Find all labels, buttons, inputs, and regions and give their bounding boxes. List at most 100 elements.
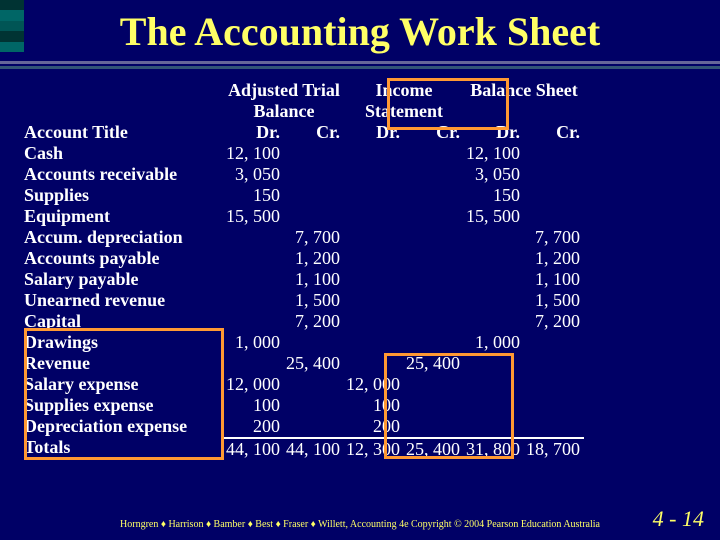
value-cell <box>404 164 464 185</box>
table-row: Equipment15, 50015, 500 <box>24 206 584 227</box>
value-cell <box>344 269 404 290</box>
value-cell: 15, 500 <box>464 206 524 227</box>
value-cell: 12, 000 <box>344 374 404 395</box>
account-title-cell: Equipment <box>24 206 224 227</box>
value-cell: 3, 050 <box>224 164 284 185</box>
value-cell: 25, 400 <box>284 353 344 374</box>
value-cell <box>404 290 464 311</box>
value-cell <box>524 395 584 416</box>
value-cell <box>404 332 464 353</box>
value-cell: 7, 700 <box>524 227 584 248</box>
header-row-sub: Account Title Dr. Cr. Dr. Cr. Dr. Cr. <box>24 122 584 143</box>
table-row: Accounts receivable3, 0503, 050 <box>24 164 584 185</box>
value-cell <box>464 248 524 269</box>
value-cell: 12, 000 <box>224 374 284 395</box>
account-title-cell: Salary expense <box>24 374 224 395</box>
table-row: Cash12, 10012, 100 <box>24 143 584 164</box>
value-cell <box>344 143 404 164</box>
value-cell <box>404 143 464 164</box>
value-cell <box>404 206 464 227</box>
value-cell <box>524 164 584 185</box>
value-cell <box>524 332 584 353</box>
value-cell <box>404 311 464 332</box>
value-cell: 25, 400 <box>404 353 464 374</box>
table-row: Accounts payable1, 2001, 200 <box>24 248 584 269</box>
value-cell: 7, 200 <box>524 311 584 332</box>
value-cell <box>464 227 524 248</box>
value-cell: 25, 400 <box>404 437 464 460</box>
value-cell: 200 <box>344 416 404 437</box>
account-title-cell: Salary payable <box>24 269 224 290</box>
table-row: Supplies150150 <box>24 185 584 206</box>
colgroup-adjusted: Adjusted Trial Balance <box>224 80 344 122</box>
value-cell <box>224 353 284 374</box>
value-cell: 44, 100 <box>224 437 284 460</box>
account-title-cell: Depreciation expense <box>24 416 224 437</box>
value-cell <box>284 332 344 353</box>
table-row: Unearned revenue 1, 500 1, 500 <box>24 290 584 311</box>
value-cell <box>284 416 344 437</box>
table-row: Revenue 25, 400 25, 400 <box>24 353 584 374</box>
value-cell <box>284 164 344 185</box>
value-cell: 44, 100 <box>284 437 344 460</box>
value-cell <box>464 290 524 311</box>
title-underline <box>0 61 720 69</box>
slide-title: The Accounting Work Sheet <box>0 0 720 55</box>
value-cell: 1, 100 <box>284 269 344 290</box>
value-cell <box>284 206 344 227</box>
value-cell <box>344 311 404 332</box>
account-title-cell: Drawings <box>24 332 224 353</box>
account-title-cell: Revenue <box>24 353 224 374</box>
account-title-cell: Accounts payable <box>24 248 224 269</box>
value-cell: 12, 100 <box>224 143 284 164</box>
value-cell <box>524 416 584 437</box>
value-cell <box>344 164 404 185</box>
account-title-cell: Cash <box>24 143 224 164</box>
page-number: 4 - 14 <box>653 506 704 532</box>
table-row: Supplies expense100100 <box>24 395 584 416</box>
value-cell: 1, 000 <box>464 332 524 353</box>
footer-citation: Horngren ♦ Harrison ♦ Bamber ♦ Best ♦ Fr… <box>0 519 720 530</box>
value-cell: 15, 500 <box>224 206 284 227</box>
value-cell <box>344 290 404 311</box>
value-cell: 1, 500 <box>284 290 344 311</box>
value-cell <box>464 395 524 416</box>
table-row: Salary expense12, 00012, 000 <box>24 374 584 395</box>
value-cell: 1, 500 <box>524 290 584 311</box>
value-cell <box>344 206 404 227</box>
account-title-cell: Accum. depreciation <box>24 227 224 248</box>
value-cell: 1, 000 <box>224 332 284 353</box>
account-title-cell: Totals <box>24 437 224 460</box>
value-cell <box>464 269 524 290</box>
value-cell: 12, 300 <box>344 437 404 460</box>
value-cell: 1, 200 <box>524 248 584 269</box>
table-row: Drawings1, 0001, 000 <box>24 332 584 353</box>
account-title-cell: Supplies <box>24 185 224 206</box>
value-cell: 150 <box>224 185 284 206</box>
value-cell: 31, 800 <box>464 437 524 460</box>
value-cell: 1, 100 <box>524 269 584 290</box>
value-cell <box>464 353 524 374</box>
corner-decoration <box>0 0 24 52</box>
account-title-cell: Accounts receivable <box>24 164 224 185</box>
account-title-cell: Capital <box>24 311 224 332</box>
value-cell <box>404 185 464 206</box>
value-cell <box>224 227 284 248</box>
value-cell <box>284 395 344 416</box>
value-cell: 12, 100 <box>464 143 524 164</box>
value-cell: 7, 200 <box>284 311 344 332</box>
value-cell <box>344 248 404 269</box>
value-cell <box>344 332 404 353</box>
value-cell: 150 <box>464 185 524 206</box>
value-cell: 3, 050 <box>464 164 524 185</box>
account-title-cell: Unearned revenue <box>24 290 224 311</box>
value-cell: 7, 700 <box>284 227 344 248</box>
account-title-cell: Supplies expense <box>24 395 224 416</box>
value-cell <box>404 269 464 290</box>
value-cell <box>524 206 584 227</box>
value-cell: 18, 700 <box>524 437 584 460</box>
table-row: Capital 7, 200 7, 200 <box>24 311 584 332</box>
value-cell <box>224 248 284 269</box>
value-cell <box>224 290 284 311</box>
value-cell: 100 <box>224 395 284 416</box>
